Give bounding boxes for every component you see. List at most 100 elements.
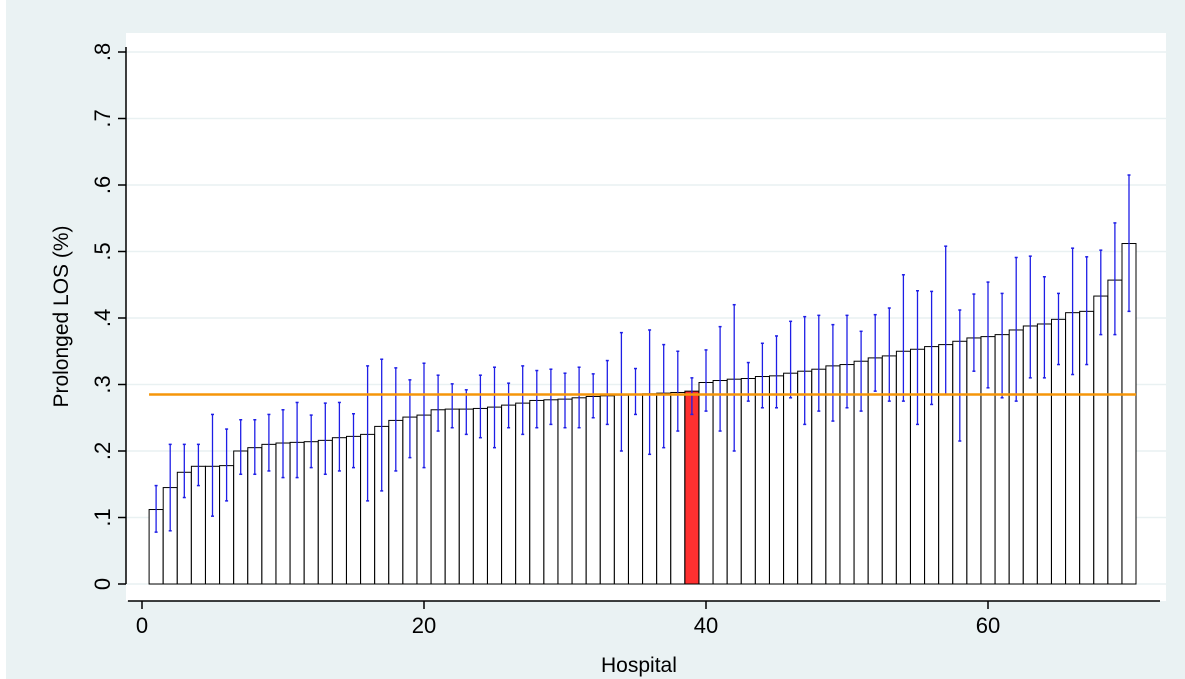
error-bar (225, 428, 229, 502)
y-tick-label: .2 (90, 442, 115, 460)
error-bar (535, 369, 539, 429)
x-tick-label: 20 (412, 613, 436, 638)
bar (698, 382, 714, 585)
error-bar (619, 331, 623, 452)
bar (501, 404, 517, 585)
bars (148, 243, 1137, 585)
y-tick-label: .7 (90, 109, 115, 127)
error-bar (901, 274, 905, 402)
error-bar (704, 349, 708, 412)
bar (628, 393, 643, 585)
error-bar (464, 389, 468, 436)
error-bar (887, 307, 891, 402)
error-bar (239, 418, 243, 476)
x-ticks: 0 20 40 60 (136, 601, 1000, 638)
error-bar (718, 325, 722, 432)
y-tick-label: .6 (90, 176, 115, 194)
error-bar (549, 368, 553, 426)
error-bar (408, 379, 412, 459)
bar (966, 337, 982, 585)
error-bar (267, 413, 271, 472)
error-bar (1000, 292, 1004, 399)
y-tick-label: .1 (90, 508, 115, 526)
error-bar (253, 418, 257, 476)
error-bar (789, 320, 793, 399)
error-bar (352, 413, 355, 469)
error-bar (605, 359, 609, 426)
error-bar (154, 484, 158, 533)
error-bar (436, 374, 440, 432)
error-bar (1099, 249, 1103, 336)
x-axis-label: Hospital (601, 654, 677, 677)
y-ticks: 0 .1 .2 .3 .4 .5 .6 .7 .8 (90, 43, 126, 590)
error-bar (1127, 174, 1131, 313)
bar (458, 408, 474, 585)
bar-highlighted (684, 390, 700, 585)
error-bar (760, 342, 764, 409)
error-bar (337, 401, 341, 472)
error-bar (676, 350, 680, 432)
error-bar (1042, 276, 1046, 379)
error-bar (803, 315, 807, 426)
error-bar (394, 367, 398, 472)
bar (740, 378, 756, 585)
y-tick-label: 0 (90, 578, 115, 590)
error-bar (1113, 222, 1117, 336)
error-bar (281, 409, 285, 479)
x-tick-label: 0 (136, 613, 148, 638)
error-bar (972, 293, 976, 372)
error-bar (648, 329, 652, 456)
error-bar (859, 330, 863, 412)
error-bar (211, 413, 214, 517)
error-bar (309, 414, 313, 469)
error-bar (507, 382, 511, 429)
error-bar (380, 358, 384, 492)
chart-frame: 0 .1 .2 .3 .4 .5 .6 .7 .8 0 20 40 60 Prolonged LOS … (6, 0, 1185, 679)
error-bar (1014, 256, 1018, 402)
error-bar (986, 281, 990, 389)
bar (444, 408, 460, 585)
error-bar (493, 366, 496, 449)
y-tick-label: .8 (90, 43, 115, 61)
error-bar (930, 290, 934, 406)
error-bar (1071, 247, 1075, 376)
y-axis-label: Prolonged LOS (%) (50, 225, 73, 407)
error-bar (775, 335, 778, 409)
y-tick-label: .5 (90, 242, 115, 260)
error-bar (845, 314, 849, 409)
x-tick-label: 60 (976, 613, 1000, 638)
error-bar (958, 309, 962, 442)
error-bar (295, 401, 299, 479)
bar (543, 399, 559, 585)
bar (430, 409, 446, 585)
error-bar (563, 372, 567, 429)
error-bar (732, 303, 736, 452)
error-bar (366, 365, 370, 502)
error-bar (422, 362, 426, 469)
error-bar (831, 323, 835, 422)
y-tick-label: .4 (90, 309, 115, 327)
error-bar (577, 366, 581, 429)
error-bar (323, 402, 327, 476)
bar (1093, 295, 1109, 585)
error-bar (1028, 255, 1032, 379)
y-tick-label: .3 (90, 375, 115, 393)
error-bar (1085, 256, 1089, 366)
error-bar (634, 367, 637, 416)
error-bar (662, 343, 666, 449)
error-bar (450, 383, 454, 429)
bar (783, 372, 799, 585)
error-bar (873, 313, 877, 392)
error-bar (521, 365, 525, 436)
error-bar (1057, 292, 1060, 366)
error-bar (591, 373, 595, 419)
bar (585, 395, 601, 585)
error-bar (182, 443, 186, 499)
error-bar (196, 443, 200, 487)
error-bars (154, 174, 1131, 533)
error-bar (916, 289, 919, 426)
chart-svg: 0 .1 .2 .3 .4 .5 .6 .7 .8 0 20 40 60 Prolonged LOS … (50, 33, 1166, 677)
error-bar (478, 374, 482, 439)
error-bar (690, 377, 694, 416)
x-tick-label: 40 (694, 613, 718, 638)
